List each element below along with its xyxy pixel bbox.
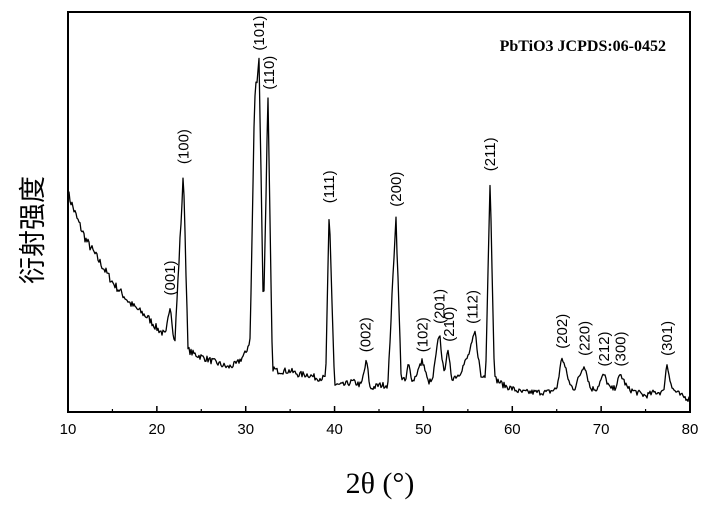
peak-label: (111) xyxy=(321,170,338,203)
peak-label: (110) xyxy=(261,56,278,90)
legend-text: PbTiO3 JCPDS:06-0452 xyxy=(500,38,666,55)
peak-labels: (001) (100) (101) (110) (111) (002) (200) (102)… xyxy=(162,16,676,367)
x-tick-label: 10 xyxy=(60,421,77,438)
peak-label: (002) xyxy=(358,317,375,352)
x-tick-label: 20 xyxy=(149,421,166,438)
peak-label: (200) xyxy=(388,172,405,207)
x-tick-label: 50 xyxy=(415,421,432,438)
peak-label: (101) xyxy=(251,16,268,51)
peak-label: (112) xyxy=(464,290,481,324)
x-tick-label: 80 xyxy=(682,421,699,438)
peak-label: (300) xyxy=(613,331,630,366)
x-tick-label: 60 xyxy=(504,421,521,438)
x-axis-ticks: 10 20 30 40 50 60 70 80 xyxy=(60,406,699,438)
peak-label: (212) xyxy=(596,331,613,366)
peak-label: (220) xyxy=(576,321,593,356)
peak-label: (202) xyxy=(554,314,571,349)
peak-label: (301) xyxy=(659,321,676,356)
peak-label: (001) xyxy=(162,260,179,295)
peak-label: (210) xyxy=(441,307,458,342)
x-tick-label: 30 xyxy=(237,421,254,438)
peak-label: (100) xyxy=(176,129,193,164)
peak-label: (102) xyxy=(415,317,432,352)
x-tick-label: 40 xyxy=(326,421,343,438)
x-axis-label: 2θ (°) xyxy=(346,467,415,500)
y-axis-label: 衍射强度 xyxy=(18,176,49,284)
x-tick-label: 70 xyxy=(593,421,610,438)
peak-label: (211) xyxy=(482,137,499,171)
